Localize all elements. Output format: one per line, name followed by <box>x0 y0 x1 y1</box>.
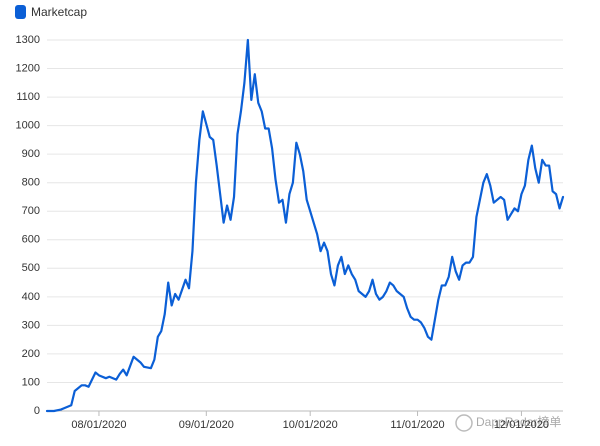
x-tick-label: 10/01/2020 <box>283 419 338 431</box>
legend-swatch <box>15 5 26 19</box>
y-tick-label: 0 <box>34 405 40 417</box>
y-tick-label: 500 <box>22 262 40 274</box>
x-tick-label: 09/01/2020 <box>179 419 234 431</box>
watermark: DappRadar榜单 <box>455 414 561 432</box>
watermark-icon <box>455 414 473 432</box>
x-tick-label: 08/01/2020 <box>71 419 126 431</box>
y-tick-label: 800 <box>22 177 40 189</box>
legend-label: Marketcap <box>31 5 87 19</box>
y-tick-label: 400 <box>22 291 40 303</box>
y-tick-label: 1100 <box>16 91 40 103</box>
x-tick-label: 11/01/2020 <box>390 419 444 431</box>
x-tick-label: 12/01/2020 <box>494 419 549 431</box>
watermark-text: DappRadar榜单 <box>476 414 561 429</box>
y-tick-label: 1000 <box>16 120 40 132</box>
y-tick-label: 1200 <box>16 62 40 74</box>
y-tick-label: 100 <box>22 376 40 388</box>
grid <box>47 39 563 412</box>
y-tick-label: 200 <box>22 348 40 360</box>
y-tick-label: 600 <box>22 234 40 246</box>
legend: Marketcap <box>15 5 87 19</box>
y-tick-label: 300 <box>22 319 40 331</box>
y-tick-label: 900 <box>22 148 40 160</box>
line-series <box>45 38 565 413</box>
y-tick-label: 1300 <box>16 34 40 46</box>
y-tick-label: 700 <box>22 205 40 217</box>
